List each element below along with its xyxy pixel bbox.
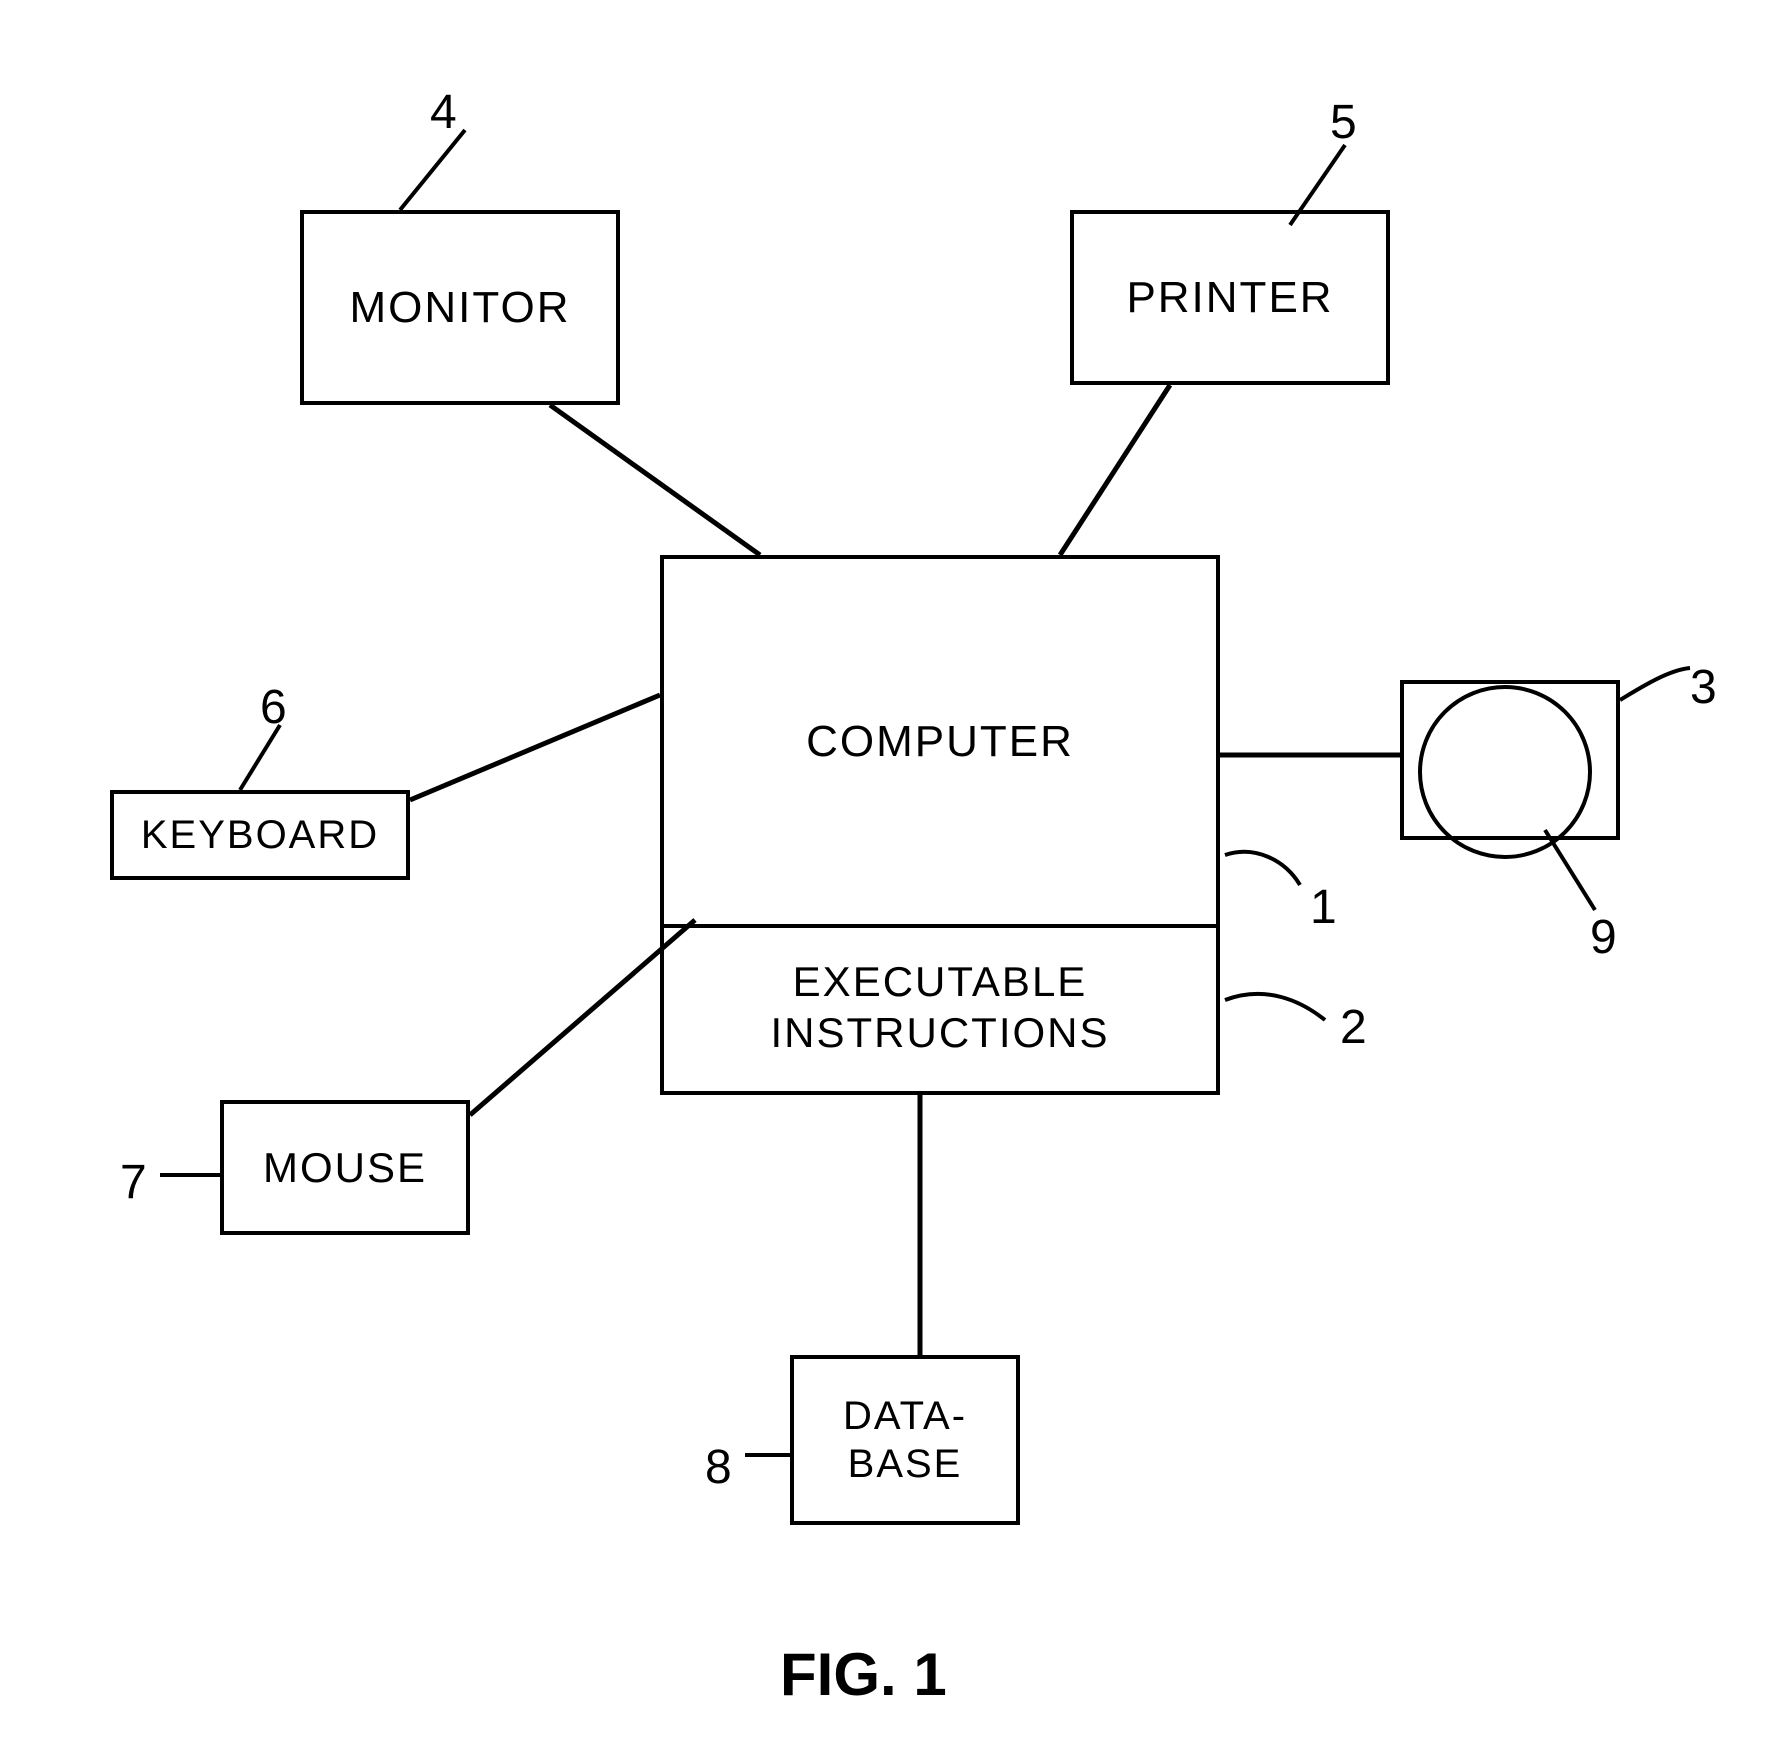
- ref-7: 7: [120, 1155, 147, 1210]
- leader-1: [1225, 852, 1300, 885]
- ref-3: 3: [1690, 660, 1717, 715]
- edge-monitor: [550, 405, 760, 555]
- ref-8: 8: [705, 1440, 732, 1495]
- edge-keyboard: [410, 695, 660, 800]
- computer-label: COMPUTER: [806, 717, 1074, 767]
- database-box: DATA- BASE: [790, 1355, 1020, 1525]
- leader-4: [400, 130, 465, 210]
- edge-printer: [1060, 385, 1170, 555]
- computer-top-region: COMPUTER: [664, 559, 1216, 924]
- disk-box: [1400, 680, 1620, 840]
- monitor-label: MONITOR: [350, 283, 571, 333]
- mouse-label: MOUSE: [263, 1144, 427, 1192]
- executable-instructions-label: EXECUTABLE INSTRUCTIONS: [771, 957, 1110, 1058]
- ref-4: 4: [430, 85, 457, 140]
- leader-3: [1620, 668, 1690, 700]
- printer-label: PRINTER: [1126, 273, 1333, 323]
- ref-2: 2: [1340, 1000, 1367, 1055]
- computer-box: COMPUTER EXECUTABLE INSTRUCTIONS: [660, 555, 1220, 1095]
- executable-instructions-region: EXECUTABLE INSTRUCTIONS: [664, 924, 1216, 1091]
- ref-9: 9: [1590, 910, 1617, 965]
- monitor-box: MONITOR: [300, 210, 620, 405]
- ref-6: 6: [260, 680, 287, 735]
- diagram-canvas: MONITOR PRINTER KEYBOARD MOUSE DATA- BAS…: [0, 0, 1791, 1763]
- ref-1: 1: [1310, 880, 1337, 935]
- keyboard-box: KEYBOARD: [110, 790, 410, 880]
- leader-9: [1545, 830, 1595, 910]
- mouse-box: MOUSE: [220, 1100, 470, 1235]
- leader-2: [1225, 994, 1325, 1020]
- keyboard-label: KEYBOARD: [141, 813, 379, 858]
- figure-caption: FIG. 1: [780, 1640, 947, 1709]
- printer-box: PRINTER: [1070, 210, 1390, 385]
- database-label: DATA- BASE: [843, 1392, 967, 1488]
- ref-5: 5: [1330, 95, 1357, 150]
